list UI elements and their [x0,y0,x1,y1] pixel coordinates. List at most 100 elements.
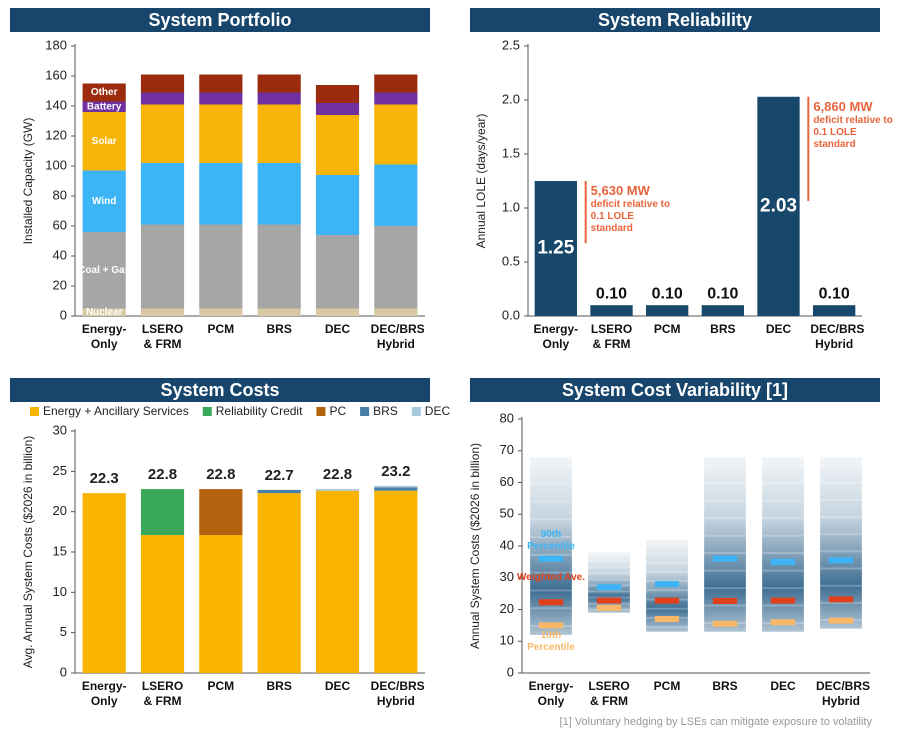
y-tick-label: 160 [45,67,67,82]
y-tick-label: 20 [53,277,67,292]
bar-segment [315,115,360,175]
x-tick-label: DEC [765,322,792,336]
y-tick-label: 140 [45,97,67,112]
total-label: 22.3 [90,470,119,487]
series-label: 10th Percentile [527,630,575,654]
bar [646,305,689,316]
legend-swatch [316,407,326,416]
bar-segment [315,103,360,115]
y-tick-label: 100 [45,157,67,172]
y-tick-label: 30 [500,569,514,584]
bar-segment [257,104,301,163]
bar-segment [374,308,418,316]
bar-segment [82,308,126,316]
bar-segment [140,74,185,93]
x-tick-label: BRS [266,322,292,336]
legend-label: Reliability Credit [216,404,303,418]
bar-segment [374,164,418,226]
percentile-marker [538,599,564,606]
percentile-marker [654,581,680,588]
y-tick-label: 70 [500,442,514,457]
bar-segment [199,224,243,309]
series-label: Solar [92,136,117,147]
series-label: Nuclear [86,307,123,318]
bar-segment [82,170,126,232]
x-tick-label: BRS [266,679,292,693]
percentile-marker [596,597,622,604]
percentile-marker [712,597,738,604]
bar-segment [82,101,126,112]
x-tick-label: BRS [710,322,736,336]
bar-segment [82,83,126,102]
y-tick-label: 0.5 [502,253,520,268]
y-tick-label: 50 [500,506,514,521]
x-tick-label: DEC/BRS Hybrid [816,679,871,708]
x-tick-label: LSERO & FRM [141,679,184,708]
series-label: 90th Percentile [527,528,575,552]
legend-label: BRS [373,404,398,418]
bar-segment [257,92,301,105]
percentile-marker [596,604,622,611]
bar [590,305,633,316]
x-tick-label: DEC/BRS Hybrid [370,322,425,351]
y-tick-label: 180 [45,37,67,52]
bar-segment [199,535,243,673]
percentile-marker [712,555,738,562]
bar-segment [257,74,301,93]
y-tick-label: 20 [53,503,67,518]
bar-segment [374,92,418,105]
y-tick-label: 30 [53,422,67,437]
value-label: 0.10 [819,285,850,302]
legend-label: DEC [425,404,451,418]
y-tick-label: 2.0 [502,91,520,106]
value-label: 0.10 [707,285,738,302]
y-tick-label: 40 [500,537,514,552]
percentile-marker [654,597,680,604]
y-tick-label: 60 [500,474,514,489]
percentile-marker [538,555,564,562]
total-label: 22.8 [323,466,352,483]
bar-segment [140,163,185,225]
total-label: 22.8 [148,466,177,483]
x-tick-label: Energy-Only [81,679,127,708]
bar-segment [315,175,360,235]
bar-segment [199,74,243,93]
total-label: 23.2 [381,463,410,480]
value-label: 2.03 [760,195,797,216]
bar-segment [257,163,301,225]
percentile-marker [770,558,796,565]
panel-header [10,8,430,32]
percentile-marker [828,557,854,564]
bar-segment [82,232,126,309]
x-tick-label: LSERO & FRM [590,322,633,351]
y-tick-label: 40 [53,247,67,262]
x-tick-label: DEC [324,679,351,693]
y-axis-label: Annual LOLE (days/year) [474,114,488,249]
y-tick-label: 5 [60,624,67,639]
bar-segment [199,92,243,105]
bar-segment [374,74,418,93]
bar-segment [140,224,185,309]
y-tick-label: 0 [507,664,514,679]
legend-swatch [411,407,421,416]
bar-segment [257,224,301,309]
x-tick-label: BRS [712,679,738,693]
bar-segment [315,308,360,316]
chart-title: System Reliability [598,10,752,30]
x-tick-label: Energy-Only [533,322,579,351]
bar [757,96,800,316]
bar-segment [140,535,185,673]
bar-segment [199,104,243,163]
legend-swatch [360,407,370,416]
value-label: 1.25 [537,238,574,259]
series-label: Coal + Gas [78,265,130,276]
percentile-marker [770,597,796,604]
y-tick-label: 2.5 [502,37,520,52]
bar-segment [140,104,185,163]
legend-label: Energy + Ancillary Services [43,404,189,418]
legend-swatch [202,407,212,416]
bar-segment [315,235,360,309]
panel-header [470,378,880,402]
annotation-text: deficit relative to 0.1 LOLE standard [813,114,893,150]
